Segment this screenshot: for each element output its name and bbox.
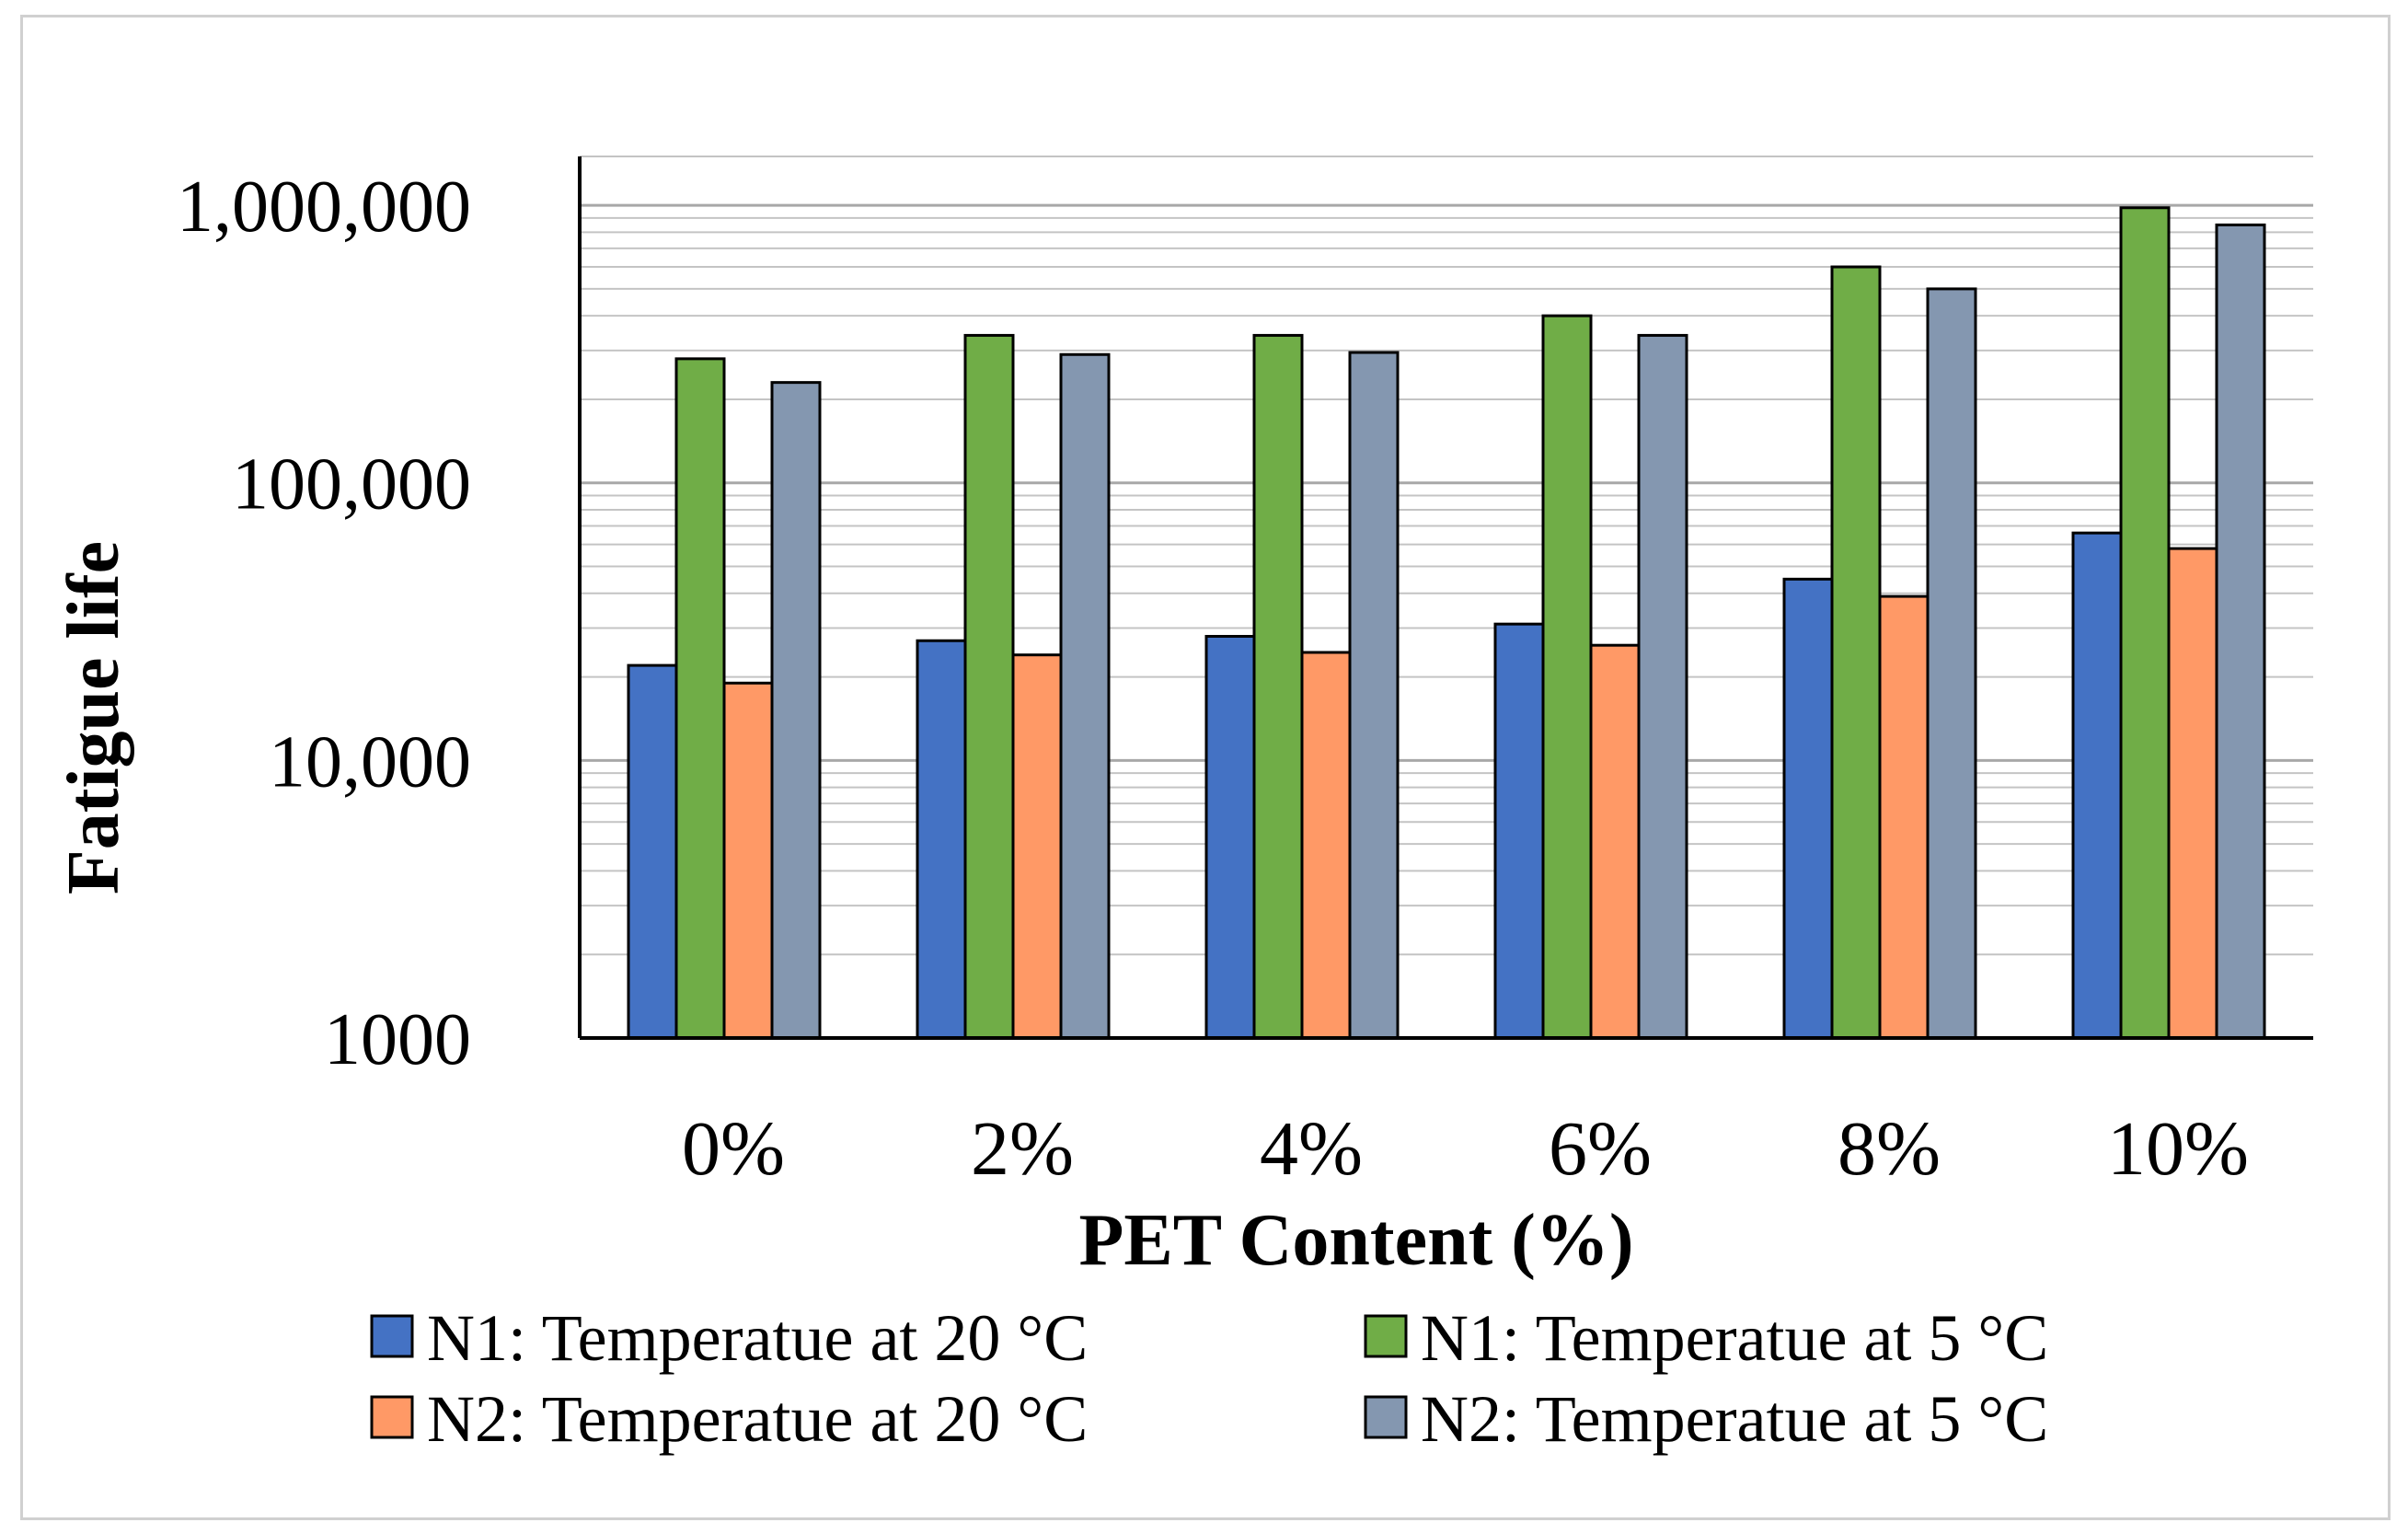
legend: N1: Temperatue at 20 °C N1: Temperatue at… [370,1301,2048,1456]
y-tick-label: 1000 [324,999,471,1080]
bar-n1-8pct [1782,577,1834,1040]
bar-n1-4pct [1204,634,1256,1040]
y-axis-title: Fatigue life [53,541,134,894]
x-tick-label: 6% [1549,1106,1652,1192]
legend-label: N2: Temperatue at 5 °C [1421,1382,2048,1456]
bar-n1-10pct [2119,206,2171,1040]
legend-label: N2: Temperatue at 20 °C [427,1382,1088,1456]
x-tick-label: 8% [1838,1106,1941,1192]
legend-label: N1: Temperatue at 5 °C [1421,1301,2048,1375]
legend-swatch [370,1314,414,1358]
bar-n1-8pct [1830,265,1882,1040]
legend-swatch [1364,1314,1408,1358]
legend-swatch [1364,1395,1408,1439]
bar-n2-4pct [1300,651,1352,1040]
bar-n1-0pct [627,663,678,1040]
bar-n1-10pct [2071,531,2123,1040]
bar-n2-6pct [1637,333,1688,1040]
legend-label: N1: Temperatue at 20 °C [427,1301,1088,1375]
bar-n2-0pct [722,681,774,1040]
x-axis-title: PET Content (%) [1079,1200,1634,1281]
y-tick-labels: 1000 10,000 100,000 1,000,000 [177,167,471,1080]
bar-n1-6pct [1541,314,1593,1040]
y-tick-label: 100,000 [232,444,471,525]
gridlines [580,156,2313,956]
y-tick-label: 1,000,000 [177,167,471,248]
x-tick-labels: 0% 2% 4% 6% 8% 10% [682,1106,2249,1192]
bar-n2-8pct [1926,287,1977,1040]
bar-n2-10pct [2167,547,2218,1040]
x-tick-label: 4% [1260,1106,1363,1192]
bar-n2-6pct [1589,643,1641,1040]
y-tick-label: 10,000 [269,721,471,802]
bar-n2-2pct [1059,352,1111,1040]
bar-n1-2pct [916,639,967,1040]
bar-n1-6pct [1493,622,1545,1040]
bar-n2-8pct [1878,594,1930,1040]
bar-n1-2pct [963,333,1015,1040]
x-tick-label: 0% [682,1106,785,1192]
axes [578,156,2313,1040]
bar-n2-0pct [770,381,822,1040]
bar-n2-10pct [2215,223,2266,1040]
bar-n2-2pct [1011,653,1063,1040]
bar-n1-4pct [1252,333,1304,1040]
bars [627,206,2266,1040]
x-tick-label: 10% [2107,1106,2249,1192]
x-tick-label: 2% [971,1106,1074,1192]
bar-n1-0pct [674,357,726,1040]
legend-swatch [370,1395,414,1439]
bar-n2-4pct [1348,351,1400,1040]
